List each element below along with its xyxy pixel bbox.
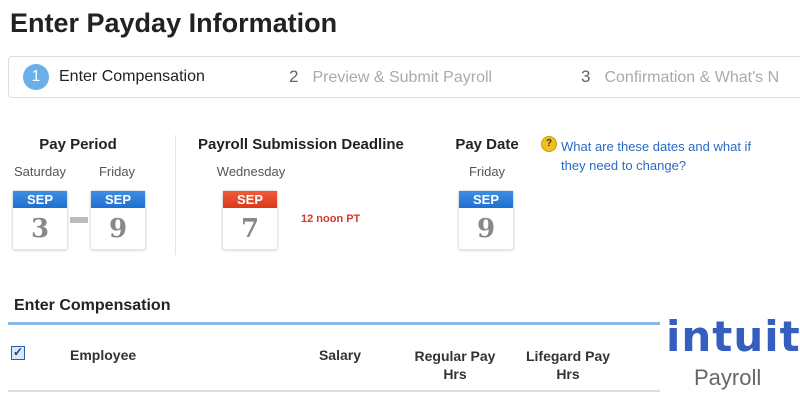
column-header-salary[interactable]: Salary — [318, 347, 362, 363]
range-dash — [70, 217, 88, 223]
step-number: 2 — [289, 67, 299, 86]
intuit-wordmark: intuit. — [666, 312, 800, 361]
pay-date-label: Pay Date — [455, 136, 519, 153]
day: 3 — [30, 214, 50, 244]
step-preview-submit[interactable]: 2 Preview & Submit Payroll — [289, 67, 492, 87]
select-all-checkbox[interactable]: ✓ — [11, 345, 25, 360]
step-enter-compensation[interactable]: 1 Enter Compensation — [23, 64, 205, 90]
month: SEP — [223, 191, 277, 208]
pay-period-end-calendar-icon: SEP 9 — [90, 190, 146, 250]
section-rule — [8, 322, 660, 325]
month: SEP — [13, 191, 67, 208]
deadline-calendar-icon: SEP 7 — [222, 190, 278, 250]
deadline-label: Payroll Submission Deadline — [198, 136, 404, 153]
pay-date-calendar-icon: SEP 9 — [458, 190, 514, 250]
help-icon[interactable]: ? — [541, 136, 557, 152]
step-label: Preview & Submit Payroll — [312, 69, 493, 86]
pay-period-start-weekday: Saturday — [13, 164, 67, 179]
day: 9 — [108, 214, 128, 244]
day: 9 — [476, 214, 496, 244]
deadline-time: 12 noon PT — [301, 213, 361, 225]
month: SEP — [91, 191, 145, 208]
step-number: 3 — [581, 67, 591, 86]
deadline-weekday: Wednesday — [216, 164, 286, 179]
pay-period-end-weekday: Friday — [98, 164, 136, 179]
column-header-regular-pay-hrs[interactable]: Regular Pay Hrs — [414, 348, 496, 382]
pay-period-start-calendar-icon: SEP 3 — [12, 190, 68, 250]
column-header-employee[interactable]: Employee — [70, 347, 137, 363]
table-header-rule — [8, 390, 660, 392]
divider — [175, 135, 176, 255]
page-title: Enter Payday Information — [10, 8, 338, 38]
step-label: Enter Compensation — [59, 68, 205, 86]
step-number-circle: 1 — [23, 64, 49, 90]
pay-period-label: Pay Period — [39, 136, 117, 153]
help-dates-link[interactable]: What are these dates and what if they ne… — [561, 139, 752, 173]
wizard-steps: 1 Enter Compensation 2 Preview & Submit Pa… — [8, 56, 800, 98]
section-title: Enter Compensation — [14, 297, 171, 314]
step-label: Confirmation & What's N — [604, 69, 780, 86]
day: 7 — [240, 214, 260, 244]
step-confirmation[interactable]: 3 Confirmation & What's N — [581, 67, 779, 87]
month: SEP — [459, 191, 513, 208]
intuit-payroll-logo: intuit. Payroll — [660, 310, 800, 400]
payroll-wordmark: Payroll — [694, 365, 762, 390]
pay-date-weekday: Friday — [468, 164, 506, 179]
column-header-lifegard-pay-hrs[interactable]: Lifegard Pay Hrs — [525, 348, 611, 382]
